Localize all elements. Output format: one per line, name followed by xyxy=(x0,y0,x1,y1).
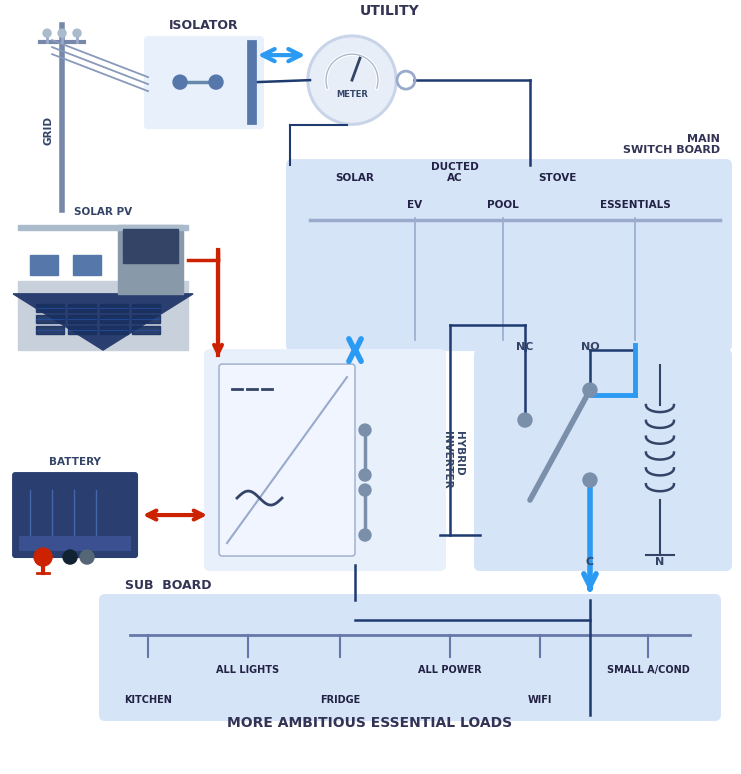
Bar xyxy=(132,314,160,323)
Text: SUB  BOARD: SUB BOARD xyxy=(125,579,211,592)
Text: MAIN
SWITCH BOARD: MAIN SWITCH BOARD xyxy=(623,133,720,155)
Text: UTILITY: UTILITY xyxy=(360,4,420,18)
Circle shape xyxy=(43,29,51,37)
Text: MORE AMBITIOUS ESSENTIAL LOADS: MORE AMBITIOUS ESSENTIAL LOADS xyxy=(227,716,513,730)
Text: SOLAR PV: SOLAR PV xyxy=(74,207,132,217)
FancyBboxPatch shape xyxy=(204,349,446,571)
FancyBboxPatch shape xyxy=(474,349,732,571)
Bar xyxy=(68,314,96,323)
Bar xyxy=(68,303,96,312)
Circle shape xyxy=(63,550,77,564)
Circle shape xyxy=(583,383,597,397)
FancyBboxPatch shape xyxy=(99,594,721,721)
Circle shape xyxy=(518,413,532,427)
FancyBboxPatch shape xyxy=(219,364,355,556)
Text: METER: METER xyxy=(336,90,368,98)
Bar xyxy=(123,229,178,262)
Bar xyxy=(100,314,128,323)
FancyBboxPatch shape xyxy=(286,159,732,351)
Text: POOL: POOL xyxy=(487,200,519,210)
Text: GRID: GRID xyxy=(43,115,53,145)
Text: KITCHEN: KITCHEN xyxy=(124,695,172,705)
Bar xyxy=(18,281,188,350)
Circle shape xyxy=(58,29,66,37)
Text: SMALL A/COND: SMALL A/COND xyxy=(607,665,689,675)
Bar xyxy=(132,303,160,312)
Circle shape xyxy=(359,484,371,496)
Text: SOLAR: SOLAR xyxy=(336,173,374,183)
Circle shape xyxy=(359,529,371,541)
Text: DUCTED
AC: DUCTED AC xyxy=(431,162,479,183)
Circle shape xyxy=(359,424,371,436)
Text: ALL POWER: ALL POWER xyxy=(418,665,482,675)
Bar xyxy=(132,326,160,334)
Polygon shape xyxy=(13,294,193,350)
FancyBboxPatch shape xyxy=(12,472,138,558)
Text: NO: NO xyxy=(581,342,599,352)
Circle shape xyxy=(34,548,52,566)
Text: FRIDGE: FRIDGE xyxy=(320,695,360,705)
Bar xyxy=(18,225,188,230)
Bar xyxy=(100,326,128,334)
Bar xyxy=(100,303,128,312)
Text: C: C xyxy=(586,557,594,567)
Circle shape xyxy=(209,75,223,89)
Bar xyxy=(118,225,183,294)
Circle shape xyxy=(80,550,94,564)
Circle shape xyxy=(310,38,394,122)
Text: HYBRID
INVERTER: HYBRID INVERTER xyxy=(442,431,464,489)
Circle shape xyxy=(173,75,187,89)
Circle shape xyxy=(583,473,597,487)
Bar xyxy=(19,536,131,551)
Circle shape xyxy=(307,35,397,125)
Bar xyxy=(36,326,64,334)
Text: ISOLATOR: ISOLATOR xyxy=(169,19,239,33)
Circle shape xyxy=(73,29,81,37)
Bar xyxy=(68,326,96,334)
Text: WIFI: WIFI xyxy=(528,695,552,705)
Bar xyxy=(36,303,64,312)
Text: N: N xyxy=(655,557,665,567)
Bar xyxy=(73,255,101,275)
Text: EV: EV xyxy=(408,200,422,210)
FancyBboxPatch shape xyxy=(144,36,264,129)
Circle shape xyxy=(359,469,371,481)
Text: NC: NC xyxy=(516,342,534,352)
Text: ALL LIGHTS: ALL LIGHTS xyxy=(216,665,279,675)
Bar xyxy=(30,255,58,275)
Text: BATTERY: BATTERY xyxy=(49,457,101,467)
Bar xyxy=(36,314,64,323)
Text: ESSENTIALS: ESSENTIALS xyxy=(599,200,671,210)
Text: STOVE: STOVE xyxy=(538,173,576,183)
